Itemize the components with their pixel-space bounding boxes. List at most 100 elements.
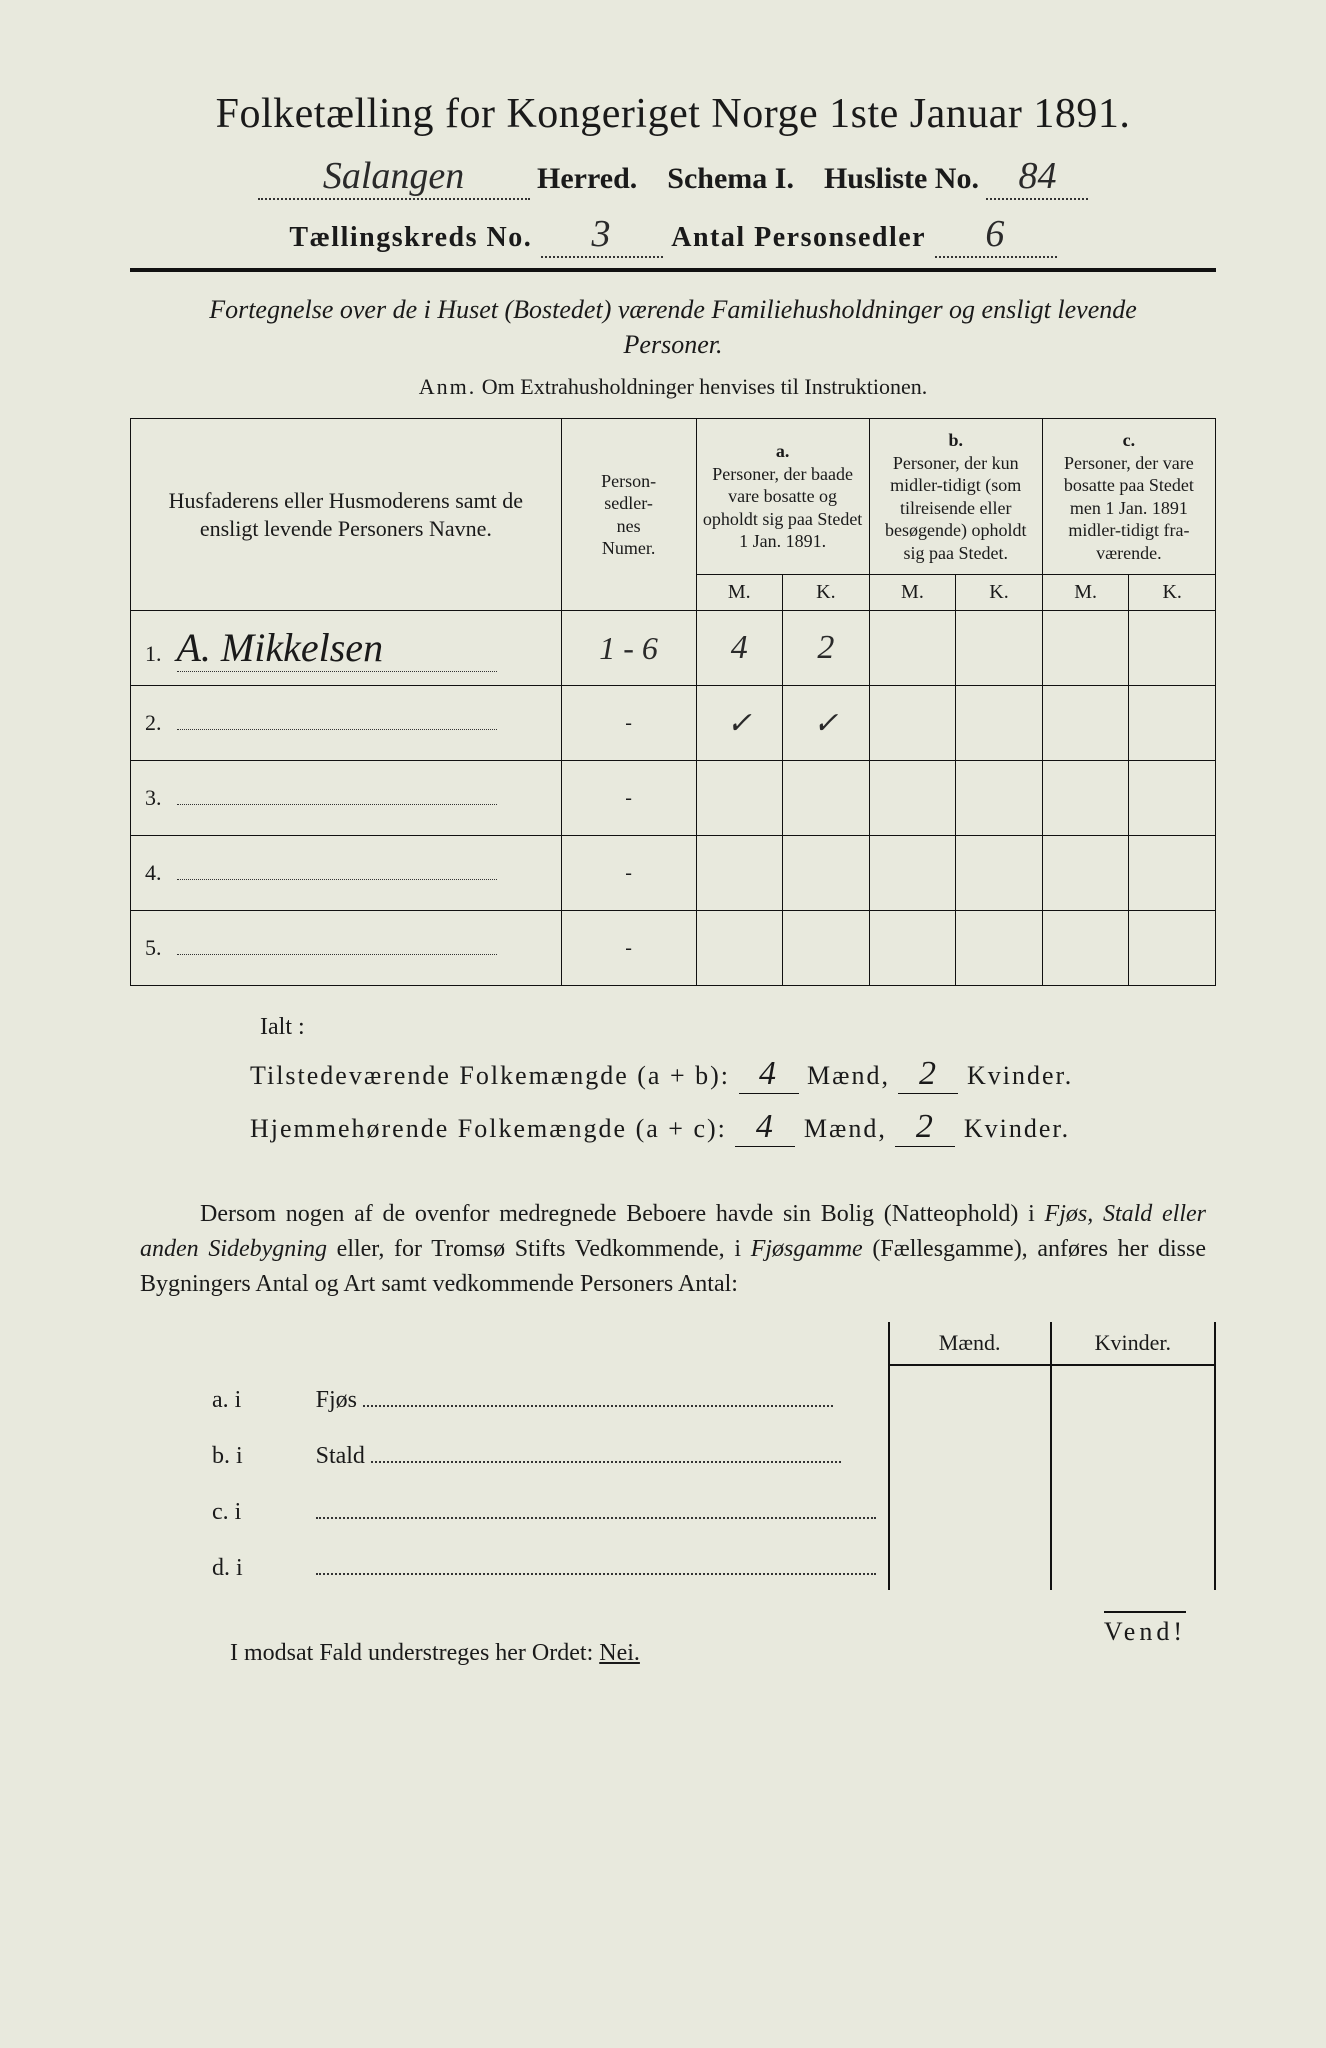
- table-row: 4. -: [131, 836, 1216, 911]
- cell-bk: [956, 836, 1043, 911]
- cell-numer: -: [561, 761, 696, 836]
- cell-am: [696, 761, 783, 836]
- annex-paragraph: Dersom nogen af de ovenfor medregnede Be…: [140, 1197, 1206, 1301]
- kreds-no: 3: [541, 212, 663, 258]
- cell-ak: [783, 911, 870, 986]
- row-number: 2.: [145, 710, 162, 735]
- sub-a-k: [1051, 1365, 1215, 1422]
- vend-label: Vend!: [1104, 1611, 1186, 1647]
- total-resident: Hjemmehørende Folkemængde (a + c): 4 Mæn…: [250, 1108, 1216, 1147]
- sedler-label: Antal Personsedler: [671, 222, 926, 253]
- cell-bk: [956, 761, 1043, 836]
- col-header-names: Husfaderens eller Husmoderens samt de en…: [131, 419, 562, 611]
- mk-b-m: M.: [869, 575, 956, 611]
- dots: [316, 1569, 876, 1575]
- table-row: 2. - ✓ ✓: [131, 686, 1216, 761]
- cell-bm: [869, 611, 956, 686]
- sub-d-k: [1051, 1534, 1215, 1590]
- subtitle: Fortegnelse over de i Huset (Bostedet) v…: [180, 292, 1166, 362]
- cell-am: 4: [696, 611, 783, 686]
- cell-ck: [1129, 911, 1216, 986]
- page-title: Folketælling for Kongeriget Norge 1ste J…: [130, 90, 1216, 138]
- anm-lead: Anm.: [419, 374, 477, 399]
- t2-k: 2: [916, 1108, 935, 1145]
- cell-cm: [1042, 611, 1129, 686]
- row-number: 1.: [145, 641, 162, 666]
- table-row: 1. A. Mikkelsen 1 - 6 4 2: [131, 611, 1216, 686]
- husliste-no: 84: [986, 154, 1088, 200]
- ialt-label: Ialt :: [260, 1014, 1216, 1041]
- table-row: 3. -: [131, 761, 1216, 836]
- dots: [316, 1513, 876, 1519]
- row-number: 4.: [145, 860, 162, 885]
- mk-b-k: K.: [956, 575, 1043, 611]
- divider: [130, 268, 1216, 272]
- mk-a-k: K.: [783, 575, 870, 611]
- row-name: [177, 879, 497, 880]
- header-line-3: Tællingskreds No. 3 Antal Personsedler 6: [130, 212, 1216, 258]
- cell-am: ✓: [696, 686, 783, 761]
- sub-a: a. i: [200, 1365, 304, 1422]
- sub-d-m: [889, 1534, 1051, 1590]
- t1-m: 4: [759, 1055, 778, 1092]
- cell-am: [696, 836, 783, 911]
- sub-a-m: [889, 1365, 1051, 1422]
- cell-am: [696, 911, 783, 986]
- kreds-label: Tællingskreds No.: [289, 222, 532, 253]
- col-header-c: c. Personer, der vare bosatte paa Stedet…: [1042, 419, 1215, 575]
- sub-b-m: [889, 1422, 1051, 1478]
- cell-cm: [1042, 686, 1129, 761]
- cell-numer: -: [561, 836, 696, 911]
- table-row: 5. -: [131, 911, 1216, 986]
- sub-c-k: [1051, 1478, 1215, 1534]
- row-name: [177, 954, 497, 955]
- cell-ck: [1129, 761, 1216, 836]
- herred-handwritten: Salangen: [258, 154, 530, 200]
- schema-label: Schema I.: [667, 162, 794, 195]
- cell-cm: [1042, 911, 1129, 986]
- cell-ak: [783, 761, 870, 836]
- mk-a-m: M.: [696, 575, 783, 611]
- row-number: 3.: [145, 785, 162, 810]
- dots: [363, 1401, 833, 1407]
- cell-ck: [1129, 836, 1216, 911]
- cell-bm: [869, 686, 956, 761]
- anm-text: Om Extrahusholdninger henvises til Instr…: [482, 374, 927, 399]
- cell-ck: [1129, 686, 1216, 761]
- nei-line: I modsat Fald understreges her Ordet: Ne…: [230, 1640, 1216, 1667]
- sub-b: b. i: [200, 1422, 304, 1478]
- row-name: A. Mikkelsen: [177, 624, 497, 672]
- cell-bk: [956, 611, 1043, 686]
- totals-block: Ialt : Tilstedeværende Folkemængde (a + …: [250, 1014, 1216, 1147]
- sedler-no: 6: [935, 212, 1057, 258]
- nei-word: Nei.: [599, 1640, 640, 1666]
- row-name: [177, 729, 497, 730]
- sub-kvinder: Kvinder.: [1051, 1322, 1215, 1365]
- husliste-label: Husliste No.: [824, 162, 979, 195]
- row-number: 5.: [145, 935, 162, 960]
- sub-c: c. i: [200, 1478, 304, 1534]
- cell-bk: [956, 911, 1043, 986]
- cell-bm: [869, 761, 956, 836]
- sub-b-k: [1051, 1422, 1215, 1478]
- cell-numer: -: [561, 686, 696, 761]
- cell-numer: -: [561, 911, 696, 986]
- cell-ak: ✓: [783, 686, 870, 761]
- herred-label: Herred.: [537, 162, 637, 195]
- cell-cm: [1042, 761, 1129, 836]
- cell-ck: [1129, 611, 1216, 686]
- dots: [371, 1457, 841, 1463]
- row-name: [177, 804, 497, 805]
- main-table: Husfaderens eller Husmoderens samt de en…: [130, 418, 1216, 986]
- anm-line: Anm. Om Extrahusholdninger henvises til …: [130, 374, 1216, 400]
- cell-numer: 1 - 6: [561, 611, 696, 686]
- sub-a-label: Fjøs: [316, 1387, 357, 1413]
- total-present: Tilstedeværende Folkemængde (a + b): 4 M…: [250, 1055, 1216, 1094]
- sub-c-m: [889, 1478, 1051, 1534]
- col-header-numer: Person- sedler- nes Numer.: [561, 419, 696, 611]
- cell-bk: [956, 686, 1043, 761]
- cell-bm: [869, 911, 956, 986]
- cell-ak: [783, 836, 870, 911]
- t2-m: 4: [756, 1108, 775, 1145]
- t1-k: 2: [919, 1055, 938, 1092]
